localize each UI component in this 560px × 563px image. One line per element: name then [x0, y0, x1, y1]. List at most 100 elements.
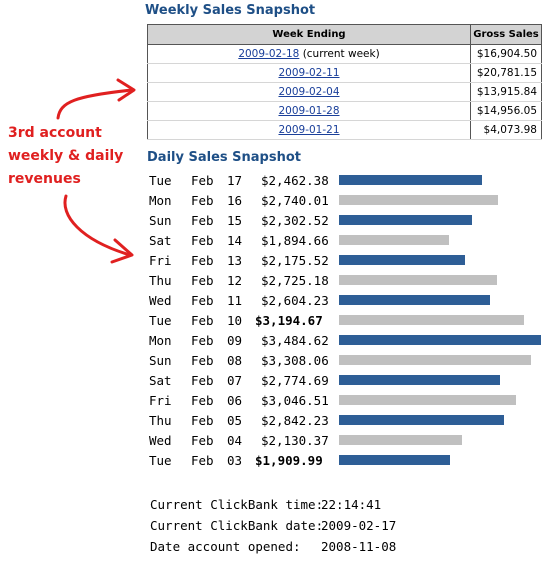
- daily-sales-bar: [339, 315, 524, 325]
- daily-sales-bar: [339, 395, 516, 405]
- daily-amount: $2,302.52: [261, 213, 329, 228]
- arrow-to-daily-head: [110, 238, 134, 264]
- daily-amount: $3,484.62: [261, 333, 329, 348]
- info-label: Current ClickBank time:: [150, 497, 324, 512]
- day-of-week: Mon: [149, 193, 172, 208]
- month: Feb: [191, 353, 214, 368]
- month: Feb: [191, 453, 214, 468]
- daily-amount: $2,130.37: [261, 433, 329, 448]
- daily-sales-bar: [339, 375, 500, 385]
- week-link[interactable]: 2009-01-21: [278, 124, 340, 136]
- day-of-week: Thu: [149, 273, 172, 288]
- month: Feb: [191, 313, 214, 328]
- day-number: 06: [227, 393, 243, 408]
- day-of-week: Sun: [149, 353, 172, 368]
- month: Feb: [191, 373, 214, 388]
- day-of-week: Wed: [149, 293, 172, 308]
- month: Feb: [191, 193, 214, 208]
- day-number: 13: [227, 253, 243, 268]
- daily-sales-bar: [339, 295, 490, 305]
- table-row: 2009-01-28 $14,956.05: [147, 101, 542, 121]
- info-value: 2008-11-08: [321, 539, 397, 554]
- week-link[interactable]: 2009-02-11: [278, 67, 340, 79]
- gross-sales-value: $20,781.15: [470, 63, 542, 83]
- day-of-week: Sat: [149, 373, 172, 388]
- day-of-week: Thu: [149, 413, 172, 428]
- month: Feb: [191, 233, 214, 248]
- month: Feb: [191, 413, 214, 428]
- week-link[interactable]: 2009-02-04: [278, 86, 340, 98]
- table-row: 2009-02-18 (current week) $16,904.50: [147, 44, 542, 64]
- month: Feb: [191, 433, 214, 448]
- day-number: 07: [227, 373, 243, 388]
- daily-amount: $2,842.23: [261, 413, 329, 428]
- month: Feb: [191, 393, 214, 408]
- day-number: 16: [227, 193, 243, 208]
- daily-sales-bar: [339, 235, 449, 245]
- daily-sales-bar: [339, 275, 497, 285]
- daily-sales-bar: [339, 415, 504, 425]
- arrow-to-weekly-head: [116, 78, 136, 102]
- daily-amount: $2,175.52: [261, 253, 329, 268]
- weekly-sales-title: Weekly Sales Snapshot: [145, 3, 316, 18]
- daily-sales-bar: [339, 195, 498, 205]
- month: Feb: [191, 253, 214, 268]
- day-of-week: Fri: [149, 393, 172, 408]
- daily-sales-bar: [339, 355, 531, 365]
- daily-amount: $2,725.18: [261, 273, 329, 288]
- day-number: 14: [227, 233, 243, 248]
- day-number: 05: [227, 413, 243, 428]
- day-of-week: Tue: [149, 173, 172, 188]
- table-row: 2009-02-11 $20,781.15: [147, 63, 542, 83]
- day-number: 12: [227, 273, 243, 288]
- day-of-week: Sun: [149, 213, 172, 228]
- day-number: 11: [227, 293, 243, 308]
- table-row: 2009-01-21 $4,073.98: [147, 120, 542, 140]
- day-of-week: Fri: [149, 253, 172, 268]
- daily-amount: $1,909.99: [255, 453, 323, 468]
- gross-sales-value: $16,904.50: [470, 44, 542, 64]
- month: Feb: [191, 333, 214, 348]
- arrow-to-weekly: [56, 88, 134, 120]
- month: Feb: [191, 173, 214, 188]
- month: Feb: [191, 273, 214, 288]
- week-link[interactable]: 2009-01-28: [278, 105, 340, 117]
- col-week-ending: Week Ending: [147, 24, 471, 45]
- info-value: 2009-02-17: [321, 518, 397, 533]
- daily-amount: $2,774.69: [261, 373, 329, 388]
- daily-sales-bar: [339, 215, 472, 225]
- daily-sales-bar: [339, 335, 541, 345]
- daily-amount: $2,604.23: [261, 293, 329, 308]
- daily-amount: $2,462.38: [261, 173, 329, 188]
- arrow-to-daily: [63, 194, 132, 257]
- daily-sales-bar: [339, 435, 462, 445]
- info-label: Current ClickBank date:: [150, 518, 324, 533]
- annotation-line-1: 3rd account: [8, 125, 102, 141]
- daily-sales-bar: [339, 175, 482, 185]
- week-link[interactable]: 2009-02-18: [238, 48, 300, 60]
- day-of-week: Sat: [149, 233, 172, 248]
- day-number: 17: [227, 173, 243, 188]
- current-week-note: (current week): [302, 48, 380, 60]
- gross-sales-value: $13,915.84: [470, 82, 542, 102]
- day-number: 08: [227, 353, 243, 368]
- day-number: 03: [227, 453, 243, 468]
- daily-amount: $1,894.66: [261, 233, 329, 248]
- info-value: 22:14:41: [321, 497, 382, 512]
- weekly-sales-table: Week Ending Gross Sales 2009-02-18 (curr…: [147, 24, 542, 140]
- day-of-week: Wed: [149, 433, 172, 448]
- info-label: Date account opened:: [150, 539, 301, 554]
- day-of-week: Tue: [149, 453, 172, 468]
- annotation-line-3: revenues: [8, 171, 81, 187]
- handwritten-annotation: 3rd account weekly & daily revenues: [8, 122, 128, 191]
- day-of-week: Tue: [149, 313, 172, 328]
- month: Feb: [191, 293, 214, 308]
- daily-sales-title: Daily Sales Snapshot: [147, 150, 301, 165]
- day-number: 09: [227, 333, 243, 348]
- daily-amount: $3,308.06: [261, 353, 329, 368]
- annotation-line-2: weekly & daily: [8, 148, 124, 164]
- month: Feb: [191, 213, 214, 228]
- table-row: 2009-02-04 $13,915.84: [147, 82, 542, 102]
- gross-sales-value: $14,956.05: [470, 101, 542, 121]
